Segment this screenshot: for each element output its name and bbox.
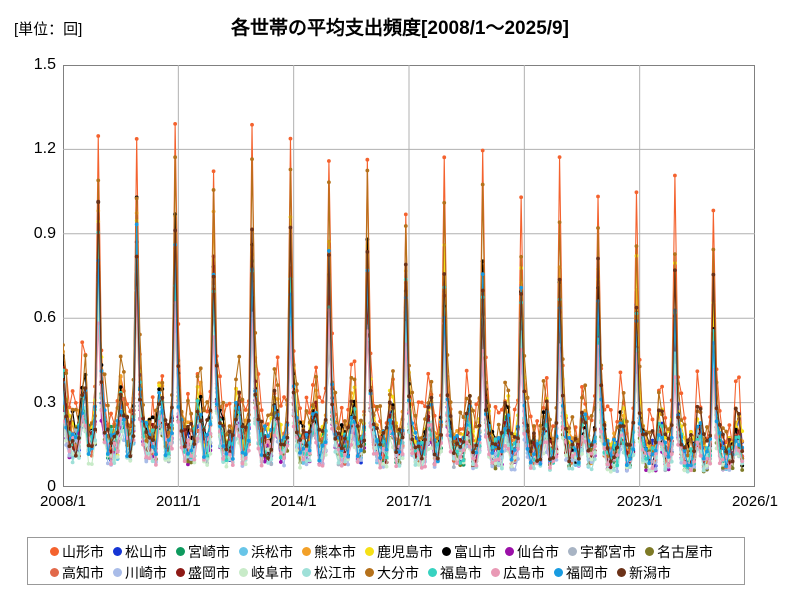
legend-row: 山形市 松山市 宮崎市 浜松市 熊本市 鹿児島市 富山市 仙台市 宇都宮市 名古屋市 (32, 541, 740, 562)
legend-label: 宮崎市 (188, 543, 230, 560)
legend-row: 高知市 川崎市 盛岡市 岐阜市 松江市 大分市 福島市 広島市 福岡市 新潟市 (32, 562, 740, 583)
legend-label: 高知市 (62, 564, 104, 581)
series-group (63, 121, 745, 474)
legend-label: 福島市 (440, 564, 482, 581)
unit-label: [単位：回] (14, 21, 83, 38)
legend-item-松山市[interactable]: 松山市 (113, 545, 167, 559)
legend-marker-icon (50, 568, 59, 577)
x-tick-label: 2008/1 (40, 493, 86, 510)
legend-item-山形市[interactable]: 山形市 (50, 545, 104, 559)
x-tick-label: 2023/1 (616, 493, 663, 510)
legend-label: 新潟市 (629, 564, 671, 581)
legend-label: 鹿児島市 (377, 543, 433, 560)
legend-item-富山市[interactable]: 富山市 (442, 545, 496, 559)
legend-item-浜松市[interactable]: 浜松市 (239, 545, 293, 559)
legend-item-川崎市[interactable]: 川崎市 (113, 566, 167, 580)
legend-item-福岡市[interactable]: 福岡市 (554, 566, 608, 580)
plot-area (63, 65, 755, 487)
legend-marker-icon (239, 547, 248, 556)
legend-item-仙台市[interactable]: 仙台市 (505, 545, 559, 559)
legend-item-福島市[interactable]: 福島市 (428, 566, 482, 580)
legend-item-鹿児島市[interactable]: 鹿児島市 (365, 545, 433, 559)
legend-item-松江市[interactable]: 松江市 (302, 566, 356, 580)
chart-title: 各世帯の平均支出頻度[2008/1～2025/9] (231, 18, 569, 39)
series-canvas (63, 65, 755, 487)
legend-item-宮崎市[interactable]: 宮崎市 (176, 545, 230, 559)
legend-label: 山形市 (62, 543, 104, 560)
legend-item-熊本市[interactable]: 熊本市 (302, 545, 356, 559)
y-tick-label: 1.2 (33, 140, 56, 158)
x-tick-label: 2014/1 (270, 493, 317, 510)
legend-item-高知市[interactable]: 高知市 (50, 566, 104, 580)
legend-marker-icon (302, 547, 311, 556)
x-tick-label: 2026/1 (732, 493, 778, 510)
legend-marker-icon (50, 547, 59, 556)
legend-label: 宇都宮市 (580, 543, 636, 560)
legend-item-大分市[interactable]: 大分市 (365, 566, 419, 580)
legend-label: 広島市 (503, 564, 545, 581)
legend-label: 名古屋市 (657, 543, 713, 560)
legend-marker-icon (645, 547, 654, 556)
legend-marker-icon (505, 547, 514, 556)
legend-label: 富山市 (454, 543, 496, 560)
legend-marker-icon (302, 568, 311, 577)
legend-marker-icon (491, 568, 500, 577)
legend-label: 盛岡市 (188, 564, 230, 581)
legend-item-名古屋市[interactable]: 名古屋市 (645, 545, 713, 559)
legend-label: 仙台市 (517, 543, 559, 560)
legend-marker-icon (176, 547, 185, 556)
legend-label: 大分市 (377, 564, 419, 581)
y-tick-label: 1.5 (33, 56, 56, 73)
legend-marker-icon (113, 568, 122, 577)
legend-item-岐阜市[interactable]: 岐阜市 (239, 566, 293, 580)
legend-item-広島市[interactable]: 広島市 (491, 566, 545, 580)
legend-marker-icon (617, 568, 626, 577)
x-tick-label: 2020/1 (501, 493, 548, 510)
legend-marker-icon (176, 568, 185, 577)
legend-marker-icon (554, 568, 563, 577)
legend-item-新潟市[interactable]: 新潟市 (617, 566, 671, 580)
legend-label: 松江市 (314, 564, 356, 581)
legend-label: 浜松市 (251, 543, 293, 560)
legend-label: 川崎市 (125, 564, 167, 581)
legend-marker-icon (113, 547, 122, 556)
legend-label: 松山市 (125, 543, 167, 560)
legend-marker-icon (365, 547, 374, 556)
legend-label: 福岡市 (566, 564, 608, 581)
chart-legend: 山形市 松山市 宮崎市 浜松市 熊本市 鹿児島市 富山市 仙台市 宇都宮市 名古屋市高知市 川崎市 盛… (27, 537, 745, 585)
y-tick-label: 0.6 (33, 309, 56, 327)
y-tick-label: 0 (47, 478, 56, 495)
x-tick-label: 2017/1 (386, 493, 432, 510)
y-tick-label: 0.9 (33, 224, 56, 242)
legend-item-宇都宮市[interactable]: 宇都宮市 (568, 545, 636, 559)
legend-marker-icon (365, 568, 374, 577)
legend-item-盛岡市[interactable]: 盛岡市 (176, 566, 230, 580)
legend-label: 岐阜市 (251, 564, 293, 581)
legend-label: 熊本市 (314, 543, 356, 560)
series-19 (63, 199, 745, 464)
legend-marker-icon (442, 547, 451, 556)
x-tick-label: 2011/1 (155, 493, 201, 510)
legend-marker-icon (239, 568, 248, 577)
y-tick-label: 0.3 (33, 393, 56, 411)
legend-marker-icon (428, 568, 437, 577)
legend-marker-icon (568, 547, 577, 556)
